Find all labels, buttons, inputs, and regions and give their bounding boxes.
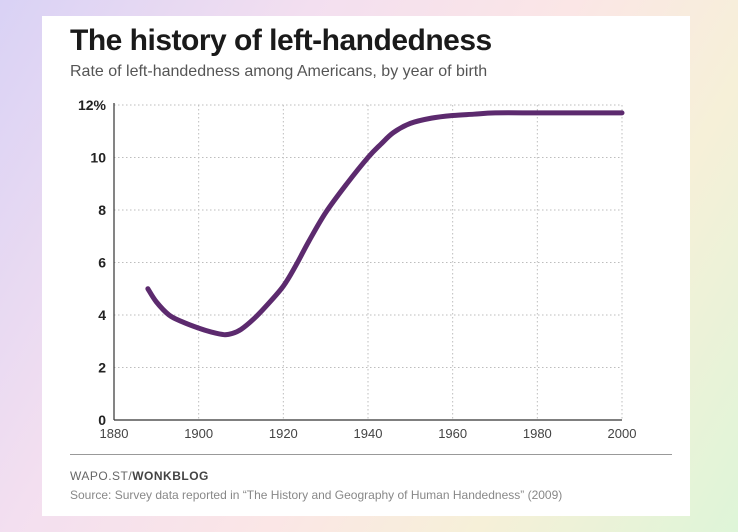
y-tick-label: 6 (98, 255, 106, 271)
chart-subtitle: Rate of left-handedness among Americans,… (70, 63, 488, 80)
line-chart: 1880 1900 1920 1940 1960 1980 2000 0 2 4 6 8 10 12% (78, 97, 637, 441)
series-line (145, 110, 625, 338)
credit-line: WAPO.ST/WONKBLOG (70, 469, 209, 483)
footer-divider (70, 454, 672, 455)
x-tick-label: 1940 (354, 426, 383, 441)
y-tick-label: 0 (98, 412, 106, 428)
x-tick-label: 1980 (523, 426, 552, 441)
x-tick-label: 1900 (184, 426, 213, 441)
y-tick-label: 2 (98, 360, 106, 376)
credit-prefix: WAPO.ST/ (70, 469, 133, 483)
credit-brand: WONKBLOG (132, 469, 209, 483)
x-tick-label: 2000 (608, 426, 637, 441)
x-tick-label: 1920 (269, 426, 298, 441)
y-tick-label: 4 (98, 307, 106, 323)
y-tick-label: 8 (98, 202, 106, 218)
chart-title: The history of left-handedness (70, 24, 492, 57)
x-tick-label: 1960 (438, 426, 467, 441)
chart-card: The history of left-handedness Rate of l… (42, 16, 690, 516)
x-tick-label: 1880 (100, 426, 129, 441)
y-tick-label: 10 (90, 150, 106, 166)
y-tick-label: 12% (78, 97, 107, 113)
source-note: Source: Survey data reported in “The His… (70, 488, 563, 502)
